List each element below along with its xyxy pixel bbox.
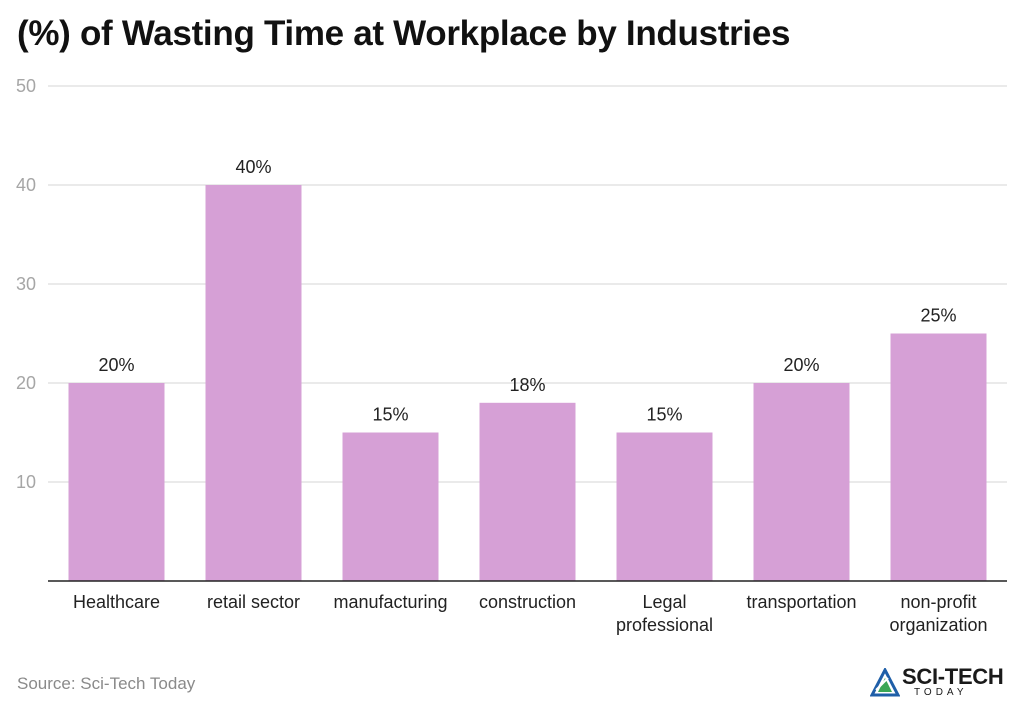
x-tick-label: construction <box>479 592 576 612</box>
x-tick-label: Healthcare <box>73 592 160 612</box>
data-label-6: 25% <box>920 306 956 326</box>
data-labels: 20% 40% 15% 18% 15% 20% 25% <box>98 157 956 425</box>
y-axis-ticks: 10 20 30 40 50 <box>16 76 36 492</box>
y-tick-label: 50 <box>16 76 36 96</box>
x-tick-label: transportation <box>746 592 856 612</box>
x-tick-label: retail sector <box>207 592 300 612</box>
logo-subtext: TODAY <box>914 687 968 698</box>
chart-title: (%) of Wasting Time at Workplace by Indu… <box>17 14 791 53</box>
data-label-2: 15% <box>372 405 408 425</box>
bar-1 <box>205 185 302 581</box>
x-tick-label: manufacturing <box>333 592 447 612</box>
sci-tech-logo: SCI-TECH TODAY <box>870 664 1015 704</box>
data-label-3: 18% <box>509 375 545 395</box>
bar-5 <box>753 383 850 581</box>
x-axis-ticks: Healthcare retail sector manufacturing cons… <box>73 592 988 635</box>
bar-4 <box>616 432 713 581</box>
logo-mark-icon <box>870 668 900 697</box>
y-tick-label: 10 <box>16 472 36 492</box>
data-label-0: 20% <box>98 355 134 375</box>
logo-wordmark: SCI-TECH <box>902 664 1004 689</box>
bar-0 <box>68 383 165 581</box>
x-tick-label: non-profit <box>900 592 976 612</box>
y-tick-label: 30 <box>16 274 36 294</box>
data-label-1: 40% <box>235 157 271 177</box>
bars <box>68 185 987 581</box>
data-label-4: 15% <box>646 405 682 425</box>
bar-3 <box>479 402 576 581</box>
y-tick-label: 20 <box>16 373 36 393</box>
data-label-5: 20% <box>783 355 819 375</box>
x-tick-label: professional <box>616 615 713 635</box>
bar-6 <box>890 333 987 581</box>
x-tick-label: organization <box>889 615 987 635</box>
y-tick-label: 40 <box>16 175 36 195</box>
source-note: Source: Sci-Tech Today <box>17 674 196 693</box>
x-tick-label: Legal <box>642 592 686 612</box>
bar-2 <box>342 432 439 581</box>
